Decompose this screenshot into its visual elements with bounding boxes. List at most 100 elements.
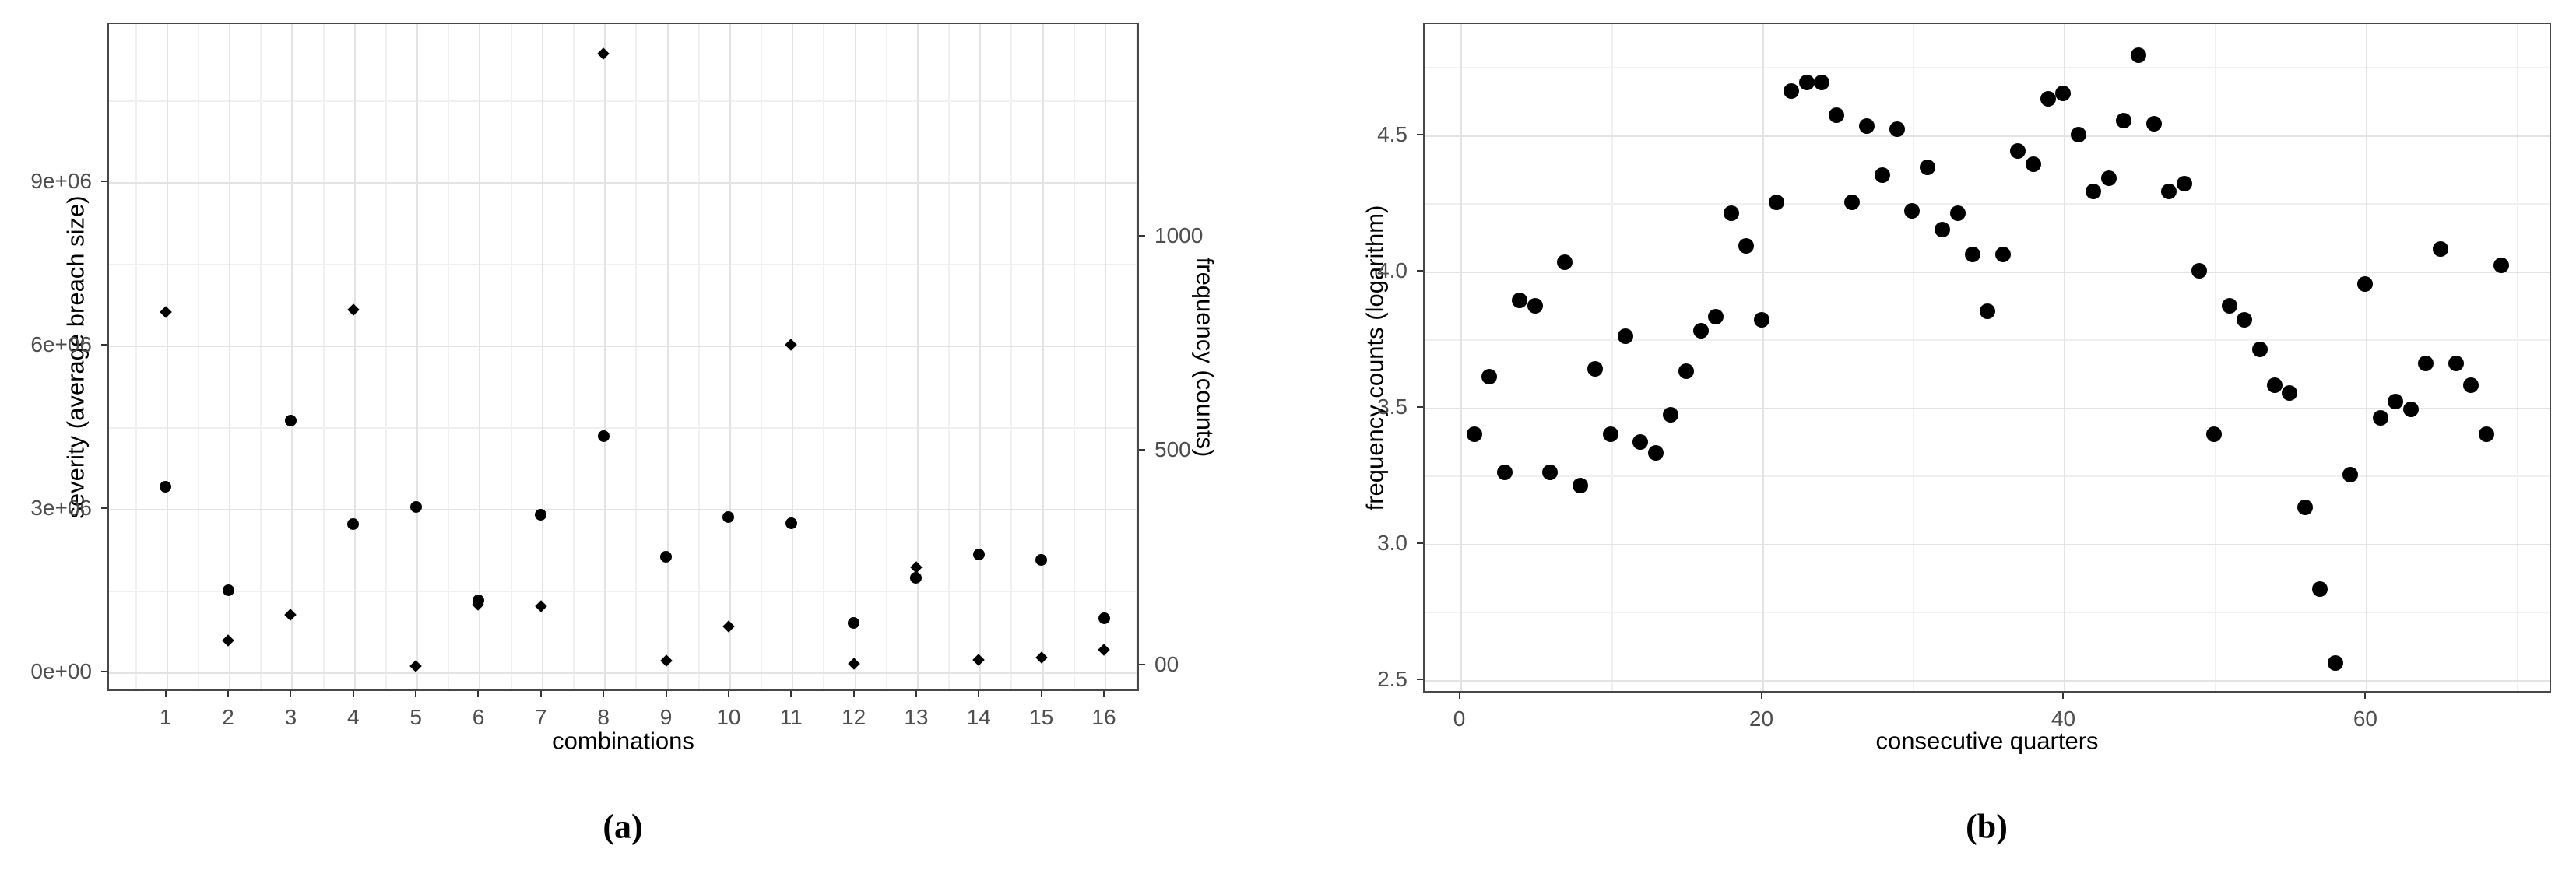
data-point-circle [2297,500,2313,515]
y-axis-tick-label: 0e+00 [30,658,92,683]
x-axis-tick-label: 6 [472,705,485,729]
x-axis-tick-label: 0 [1453,707,1466,731]
data-point-circle [1708,309,1724,324]
y-axis-tick [101,670,107,672]
data-point-circle [1098,612,1110,624]
y-major-gridline [109,345,1137,347]
data-point-circle [2357,276,2374,292]
x-axis-tick-label: 2 [222,705,234,729]
x-axis-tick-label: 40 [2051,707,2076,731]
data-point-circle [1572,478,1588,493]
data-point-circle [2116,113,2132,128]
x-axis-tick-label: 60 [2353,707,2377,731]
data-point-circle [347,518,360,531]
y-axis-tick [101,180,107,182]
x-major-gridline [979,24,982,689]
data-point-circle [284,415,297,427]
y-axis-tick-label: 9e+06 [30,168,92,193]
data-point-circle [910,572,923,584]
data-point-circle [2040,91,2057,107]
data-point-circle [2282,385,2298,401]
y-axis-right-tick [1139,234,1145,237]
data-point-circle [1587,360,1604,377]
data-point-circle [222,584,234,597]
x-minor-gridline [698,24,700,689]
x-minor-gridline [510,24,512,689]
data-point-circle [1035,553,1048,566]
y-minor-gridline [1425,67,2550,68]
chart-a-panel [107,23,1139,691]
x-axis-tick [415,691,417,697]
data-point-circle [472,594,484,606]
y-axis-right-tick [1139,449,1145,451]
data-point-circle [160,481,172,493]
x-minor-gridline [2215,24,2217,691]
y-axis-tick-label: 3e+06 [30,495,92,520]
data-point-circle [2131,47,2147,63]
data-point-circle [2327,654,2343,671]
x-axis-tick-label: 16 [1091,705,1116,729]
x-axis-tick [665,691,667,697]
data-point-circle [1617,328,1633,344]
data-point-circle [1541,464,1558,480]
data-point-circle [1919,159,1935,175]
y-minor-gridline [1425,612,2550,613]
y-minor-gridline [109,590,1137,592]
x-axis-tick-label: 20 [1748,707,1774,731]
x-axis-tick-label: 12 [842,705,866,729]
x-major-gridline [792,24,794,689]
data-point-circle [2237,311,2253,328]
data-point-circle [535,508,547,521]
data-point-circle [1935,222,1951,237]
data-point-circle [2161,184,2177,199]
x-axis-tick-label: 9 [659,705,673,729]
x-minor-gridline [1073,24,1075,689]
y-major-gridline [109,181,1137,184]
y-major-gridline [1425,271,2550,273]
x-minor-gridline [1136,24,1138,689]
y-axis-tick [1417,405,1423,408]
x-minor-gridline [260,24,262,689]
data-point-circle [2418,355,2434,371]
y-axis-tick-label: 6e+06 [30,332,92,356]
x-axis-tick-label: 5 [409,705,422,729]
x-axis-tick-label: 1 [159,705,172,729]
x-major-gridline [166,24,168,689]
data-point-circle [1843,195,1860,210]
x-axis-tick [2364,693,2367,699]
data-point-circle [1814,75,1830,90]
data-point-circle [2206,426,2223,442]
data-point-circle [1874,167,1890,183]
x-major-gridline [729,24,731,689]
x-minor-gridline [761,24,763,689]
data-point-circle [2086,184,2102,199]
y-axis-right-tick-label: 00 [1154,652,1179,677]
x-axis-tick [978,691,980,697]
x-major-gridline [353,24,356,689]
x-minor-gridline [135,24,137,689]
caption-a: (a) [603,807,643,846]
data-point-circle [409,501,422,514]
data-point-circle [2372,409,2388,426]
data-point-circle [1784,82,1800,99]
data-point-circle [1647,445,1664,461]
data-point-circle [1632,434,1649,450]
data-point-circle [1602,426,1618,442]
x-major-gridline [291,24,293,689]
y-axis-tick [101,507,107,509]
data-point-circle [1723,205,1739,221]
x-axis-tick [1760,693,1762,699]
x-major-gridline [666,24,669,689]
x-minor-gridline [1913,24,1915,691]
data-point-circle [2221,298,2237,314]
y-minor-gridline [109,263,1137,265]
x-axis-tick-label: 7 [535,705,547,729]
x-minor-gridline [448,24,450,689]
y-major-gridline [109,508,1137,510]
x-major-gridline [1460,24,1462,691]
data-point-circle [1904,202,1921,219]
chart-a-x-axis-title: combinations [552,727,694,755]
y-minor-gridline [109,100,1137,102]
